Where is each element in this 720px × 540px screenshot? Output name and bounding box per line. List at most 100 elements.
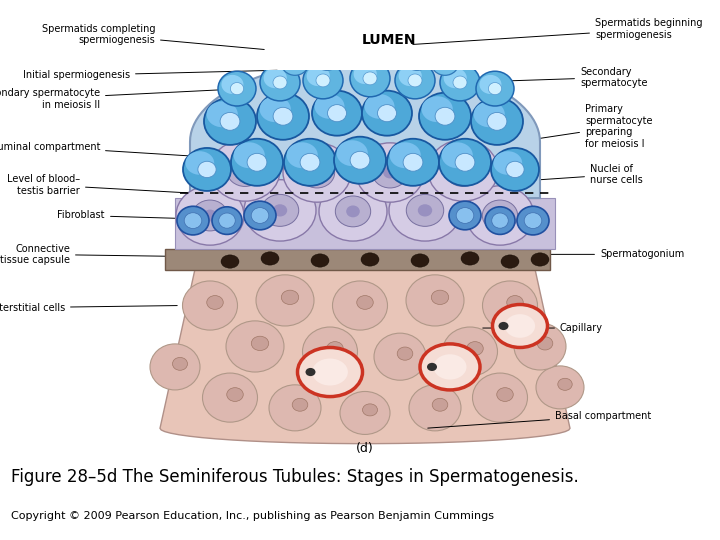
Ellipse shape	[411, 254, 429, 267]
Ellipse shape	[173, 357, 187, 370]
Ellipse shape	[455, 153, 475, 171]
Ellipse shape	[445, 154, 481, 186]
Text: Initial spermiogenesis: Initial spermiogenesis	[23, 70, 277, 80]
Ellipse shape	[431, 49, 459, 75]
Ellipse shape	[300, 157, 335, 188]
Ellipse shape	[282, 290, 299, 305]
Ellipse shape	[422, 96, 453, 122]
Ellipse shape	[192, 200, 228, 231]
Ellipse shape	[531, 253, 549, 266]
Ellipse shape	[354, 64, 377, 84]
Ellipse shape	[377, 105, 397, 122]
Ellipse shape	[207, 102, 238, 127]
Text: Spermatogonium: Spermatogonium	[523, 249, 684, 259]
Ellipse shape	[373, 43, 401, 69]
Ellipse shape	[227, 388, 243, 401]
Text: Figure 28–5d The Seminiferous Tubules: Stages in Spermatogenesis.: Figure 28–5d The Seminiferous Tubules: S…	[11, 468, 579, 487]
Ellipse shape	[387, 139, 439, 186]
Ellipse shape	[497, 388, 513, 401]
Polygon shape	[175, 198, 555, 249]
Text: Secondary spermatocyte
in meiosis II: Secondary spermatocyte in meiosis II	[0, 88, 242, 110]
Ellipse shape	[493, 210, 507, 221]
Ellipse shape	[238, 164, 252, 177]
Ellipse shape	[433, 354, 467, 380]
Ellipse shape	[406, 194, 444, 226]
Ellipse shape	[428, 140, 498, 201]
Ellipse shape	[321, 52, 333, 62]
Ellipse shape	[491, 148, 539, 191]
Ellipse shape	[247, 153, 267, 171]
Ellipse shape	[305, 368, 315, 376]
Ellipse shape	[210, 140, 280, 201]
Ellipse shape	[316, 74, 330, 87]
Ellipse shape	[397, 347, 413, 360]
Ellipse shape	[383, 166, 397, 178]
Ellipse shape	[313, 44, 341, 70]
Ellipse shape	[218, 71, 256, 106]
Ellipse shape	[482, 281, 538, 330]
Ellipse shape	[449, 201, 481, 230]
Ellipse shape	[333, 281, 387, 330]
Ellipse shape	[231, 139, 283, 186]
Ellipse shape	[284, 40, 296, 59]
Ellipse shape	[336, 140, 368, 166]
Ellipse shape	[343, 43, 371, 69]
Ellipse shape	[261, 252, 279, 265]
Ellipse shape	[524, 213, 541, 228]
Text: Interstitial cells: Interstitial cells	[0, 302, 177, 313]
Ellipse shape	[334, 137, 386, 184]
Ellipse shape	[408, 74, 422, 87]
Ellipse shape	[395, 62, 435, 99]
Ellipse shape	[307, 66, 330, 86]
Ellipse shape	[406, 275, 464, 326]
Ellipse shape	[230, 83, 243, 94]
Ellipse shape	[283, 143, 351, 202]
Ellipse shape	[507, 295, 523, 309]
Ellipse shape	[487, 112, 507, 130]
Ellipse shape	[328, 105, 346, 122]
Ellipse shape	[302, 327, 358, 376]
Ellipse shape	[474, 102, 505, 127]
Ellipse shape	[202, 373, 258, 422]
Ellipse shape	[466, 186, 534, 245]
Ellipse shape	[453, 76, 467, 89]
Ellipse shape	[390, 142, 420, 168]
Ellipse shape	[480, 75, 501, 94]
Polygon shape	[160, 75, 570, 444]
Ellipse shape	[340, 392, 390, 435]
Ellipse shape	[517, 206, 549, 235]
Ellipse shape	[427, 363, 437, 371]
Ellipse shape	[287, 142, 318, 168]
Ellipse shape	[443, 327, 498, 376]
Ellipse shape	[485, 207, 515, 234]
Ellipse shape	[403, 153, 423, 171]
Ellipse shape	[439, 139, 491, 186]
Text: Spermatids completing
spermiogenesis: Spermatids completing spermiogenesis	[42, 24, 264, 50]
Ellipse shape	[184, 213, 202, 228]
Ellipse shape	[498, 322, 508, 330]
Ellipse shape	[150, 344, 200, 390]
Ellipse shape	[440, 64, 480, 101]
Text: Copyright © 2009 Pearson Education, Inc., publishing as Pearson Benjamin Cumming: Copyright © 2009 Pearson Education, Inc.…	[11, 511, 494, 521]
Ellipse shape	[374, 333, 426, 380]
Text: Nuclei of
nurse cells: Nuclei of nurse cells	[498, 164, 643, 185]
Ellipse shape	[203, 210, 217, 221]
Ellipse shape	[315, 94, 344, 119]
Ellipse shape	[492, 213, 508, 228]
Ellipse shape	[221, 255, 239, 268]
Ellipse shape	[493, 151, 522, 175]
Ellipse shape	[251, 207, 269, 224]
Ellipse shape	[356, 143, 424, 202]
Ellipse shape	[472, 373, 528, 422]
Ellipse shape	[227, 154, 264, 186]
Ellipse shape	[281, 49, 309, 75]
Ellipse shape	[432, 399, 448, 411]
Ellipse shape	[382, 51, 392, 61]
Ellipse shape	[183, 148, 231, 191]
Ellipse shape	[418, 204, 432, 217]
Text: Male Reproductive Functions: Male Reproductive Functions	[132, 20, 588, 48]
Ellipse shape	[346, 205, 360, 217]
Ellipse shape	[264, 68, 287, 88]
Ellipse shape	[362, 404, 377, 416]
Ellipse shape	[558, 379, 572, 390]
